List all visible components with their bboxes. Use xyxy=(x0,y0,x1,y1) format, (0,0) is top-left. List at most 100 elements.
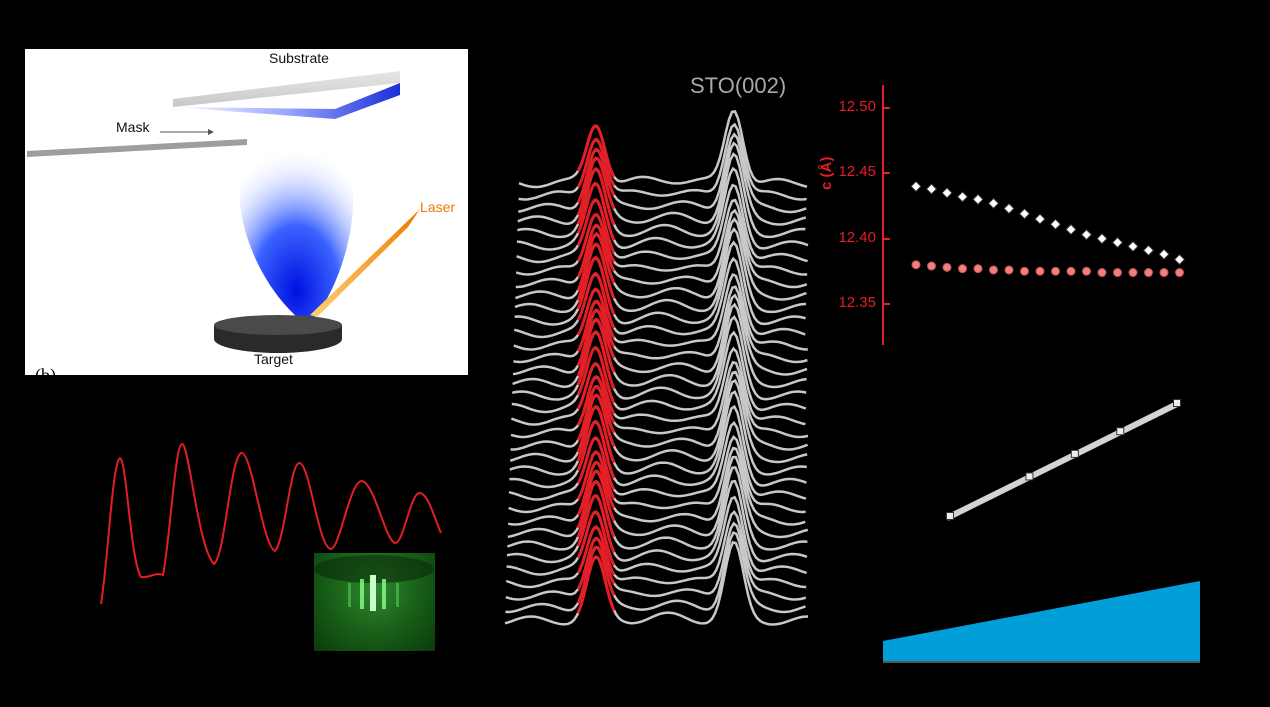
c-point-diamond xyxy=(1065,223,1077,236)
calibration-point xyxy=(1173,399,1181,407)
xrd-curve xyxy=(515,208,808,289)
c-point-diamond xyxy=(925,183,938,195)
xrd-curve xyxy=(507,446,806,526)
c-point-circle xyxy=(958,264,967,274)
xrd-curve xyxy=(513,273,808,351)
xrd-film-peak xyxy=(576,525,616,576)
laser-label: Laser xyxy=(420,199,456,215)
xrd-film-peak xyxy=(576,287,616,339)
xrd-film-peak xyxy=(576,393,616,453)
xrd-curve xyxy=(509,404,807,489)
calibration-point xyxy=(946,512,954,520)
xrd-curve xyxy=(516,166,809,251)
mask-label: Mask xyxy=(116,119,150,135)
xrd-stacked-curves xyxy=(504,110,809,626)
calibration-line xyxy=(945,400,1181,521)
xrd-film-peak xyxy=(576,156,616,216)
c-point-diamond xyxy=(1034,213,1046,225)
c-point-diamond xyxy=(1018,208,1031,220)
xrd-curve xyxy=(506,495,807,576)
xrd-film-peak xyxy=(576,167,616,226)
xrd-curve xyxy=(518,122,807,201)
xrd-curve xyxy=(514,240,806,326)
xrd-curve xyxy=(515,198,808,276)
xrd-film-peak xyxy=(576,436,616,491)
xrd-curve xyxy=(517,132,807,214)
pld-schematic-drawing xyxy=(27,71,420,353)
xrd-film-peak xyxy=(576,450,616,500)
xrd-curve xyxy=(506,466,808,551)
xrd-curve xyxy=(510,346,806,426)
xrd-film-peak xyxy=(576,346,616,404)
c-tick-label-2: 12.45 xyxy=(838,163,876,180)
xrd-curve xyxy=(517,141,807,226)
xrd-film-peak xyxy=(576,272,616,329)
xrd-curve xyxy=(512,302,807,389)
c-point-diamond xyxy=(956,191,969,203)
calibration-points xyxy=(946,399,1181,520)
xrd-curve xyxy=(512,293,808,376)
calibration-point xyxy=(1025,472,1034,481)
c-point-diamond xyxy=(910,180,922,193)
c-point-circle xyxy=(911,260,921,270)
pld-schematic-panel: Substrate Mask Laser Target (b) xyxy=(25,49,468,375)
c-point-circle xyxy=(1159,268,1169,278)
xrd-film-peak xyxy=(576,212,616,263)
c-point-circle xyxy=(989,265,998,275)
c-lattice-points xyxy=(910,180,1186,278)
c-point-diamond xyxy=(1173,253,1186,266)
xrd-film-peak xyxy=(576,479,616,538)
xrd-film-peak xyxy=(576,299,616,353)
xrd-film-peak xyxy=(576,242,616,301)
c-point-diamond xyxy=(1127,240,1139,253)
xrd-curve xyxy=(509,390,807,476)
sto-peak-label: STO(002) xyxy=(690,73,787,98)
xrd-film-peak xyxy=(576,317,616,377)
plasma-plume xyxy=(239,145,354,317)
xrd-curve xyxy=(505,530,806,614)
xrd-curve xyxy=(518,110,808,189)
target-top xyxy=(214,315,342,335)
c-point-diamond xyxy=(1080,229,1093,241)
xrd-curve xyxy=(504,540,809,626)
xrd-film-peak xyxy=(576,308,616,367)
xrd-film-peak xyxy=(576,256,616,316)
c-point-diamond xyxy=(1049,218,1062,230)
calibration-point xyxy=(1070,449,1079,458)
c-point-diamond xyxy=(1158,248,1170,260)
xrd-curve xyxy=(507,455,809,539)
laser-beam xyxy=(310,209,420,317)
xrd-film-peak xyxy=(576,460,616,516)
xrd-film-peak xyxy=(576,223,616,278)
thickness-wedge xyxy=(883,581,1200,661)
xrd-film-peak xyxy=(576,545,616,604)
xrd-film-peak xyxy=(576,404,616,464)
xrd-curve xyxy=(515,217,807,301)
c-point-circle xyxy=(1020,266,1029,276)
c-tick-label-1: 12.50 xyxy=(838,98,876,115)
c-point-diamond xyxy=(1142,244,1155,257)
c-point-circle xyxy=(1128,268,1138,278)
c-point-diamond xyxy=(972,193,984,206)
rheed-oscillation-line xyxy=(100,442,442,605)
xrd-film-peak xyxy=(576,419,616,479)
xrd-curve xyxy=(506,479,808,564)
xrd-curve xyxy=(511,330,807,414)
c-point-circle xyxy=(1175,268,1184,278)
c-point-circle xyxy=(927,261,936,271)
mask-arrowhead xyxy=(208,129,214,135)
substrate-side xyxy=(173,83,400,119)
xrd-film-peak xyxy=(576,147,616,204)
panel-letter: (b) xyxy=(35,365,56,375)
xrd-curve xyxy=(517,152,806,239)
rheed-streaks xyxy=(314,555,434,611)
substrate-label: Substrate xyxy=(269,50,329,66)
c-point-diamond xyxy=(1111,236,1124,249)
xrd-film-peak xyxy=(576,362,616,415)
c-point-circle xyxy=(1144,268,1153,278)
xrd-film-peak xyxy=(576,554,616,614)
xrd-curve xyxy=(505,521,807,601)
target-label: Target xyxy=(254,351,293,367)
xrd-curve xyxy=(505,509,807,589)
